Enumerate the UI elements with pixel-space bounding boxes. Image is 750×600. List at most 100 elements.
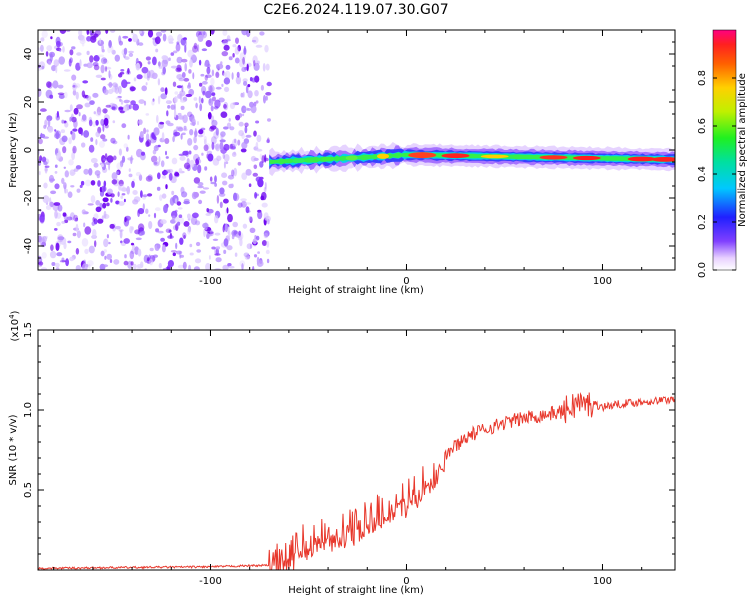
noise-speckle [54,171,58,174]
noise-speckle [85,94,89,99]
noise-speckle [110,30,116,33]
noise-speckle [180,105,185,110]
noise-speckle [198,199,203,205]
noise-speckle [238,121,244,127]
noise-speckle [67,240,72,244]
noise-speckle [138,42,144,46]
figure-title: C2E6.2024.119.07.30.G07 [263,2,448,18]
noise-speckle [187,84,191,89]
noise-speckle [162,33,167,42]
noise-speckle [40,37,45,42]
noise-speckle [69,49,74,56]
noise-speckle [123,143,128,149]
noise-speckle [133,77,137,82]
noise-speckle [196,249,202,253]
noise-speckle [232,44,237,48]
noise-speckle [182,150,189,156]
noise-speckle [41,156,47,163]
noise-speckle [161,55,168,61]
noise-speckle [232,221,238,228]
noise-speckle [176,201,182,206]
noise-speckle [57,234,64,243]
noise-speckle [183,235,186,239]
noise-speckle [209,85,213,93]
noise-speckle [241,263,244,270]
noise-speckle [85,179,92,187]
noise-speckle [210,30,215,35]
noise-speckle [134,229,141,235]
noise-speckle [214,175,217,183]
noise-speckle [224,70,231,80]
noise-speckle [256,260,264,267]
noise-speckle [261,240,267,246]
noise-speckle [92,121,97,127]
noise-speckle [174,198,178,204]
noise-speckle [107,46,112,54]
noise-speckle [56,110,60,118]
noise-speckle [50,190,57,195]
noise-speckle [49,197,52,206]
noise-speckle [130,242,135,246]
noise-speckle [252,238,257,245]
noise-speckle [50,36,53,40]
y-tick-label: 0 [23,147,34,153]
noise-speckle [218,97,225,103]
noise-speckle [93,55,100,62]
noise-speckle [145,113,150,116]
noise-speckle [121,79,128,89]
noise-speckle [255,141,259,149]
noise-speckle [124,254,127,259]
noise-speckle [265,215,271,222]
noise-speckle [60,129,66,134]
noise-speckle [140,190,143,198]
noise-speckle [197,182,204,187]
noise-speckle [253,254,258,258]
noise-speckle [69,116,72,122]
noise-speckle [165,266,171,270]
noise-speckle [51,65,57,72]
noise-speckle [177,112,182,116]
noise-speckle [209,230,214,237]
noise-speckle [226,245,233,251]
noise-speckle [56,152,60,161]
noise-speckle [223,72,227,77]
noise-speckle [121,123,127,129]
noise-speckle [221,172,228,178]
noise-speckle [65,258,69,267]
noise-speckle [51,262,56,266]
noise-speckle [155,48,159,53]
noise-speckle [49,53,53,62]
signal-peak [480,154,509,159]
noise-speckle [174,172,180,177]
noise-speckle [82,263,88,270]
snr-plot-area [38,392,675,570]
noise-speckle [209,176,213,182]
noise-speckle [242,56,246,65]
noise-speckle [118,35,122,44]
noise-speckle [187,227,191,235]
noise-speckle [241,30,248,36]
noise-speckle [103,180,107,188]
noise-speckle [199,190,206,194]
noise-speckle [263,94,266,104]
noise-speckle [141,151,145,156]
noise-speckle [249,243,252,249]
noise-speckle [128,168,131,173]
spectrogram-y-ticks: -40 -20 0 20 40 [23,41,675,259]
noise-speckle [176,85,183,89]
noise-speckle [102,123,105,132]
noise-speckle [242,113,245,117]
noise-speckle [204,62,209,67]
noise-speckle [63,120,67,124]
noise-speckle [100,57,108,65]
noise-speckle [212,238,219,241]
noise-speckle [207,153,214,162]
noise-speckle [231,169,235,177]
x-tick-label: 0 [403,576,409,587]
noise-speckle [43,161,48,166]
noise-speckle [90,35,97,43]
noise-speckle [241,67,247,72]
noise-speckle [120,195,124,200]
noise-speckle [148,214,151,217]
